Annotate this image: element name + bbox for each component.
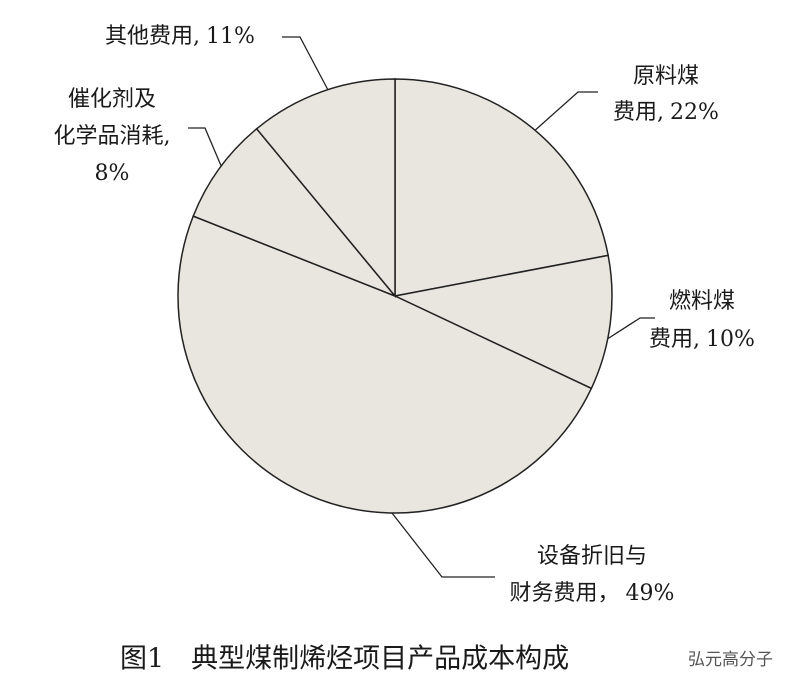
leader-line bbox=[597, 317, 655, 346]
pie-slice bbox=[255, 78, 396, 299]
label-line: 费用, bbox=[613, 100, 664, 125]
value-label: 8% bbox=[95, 161, 130, 186]
slice-label: 原料煤费用, 22% bbox=[613, 64, 719, 125]
value-label: 22% bbox=[670, 100, 719, 125]
slice-label: 设备折旧与财务费用， 49% bbox=[510, 544, 675, 606]
slice-label: 燃料煤费用, 10% bbox=[649, 289, 755, 352]
chart-title: 图1 典型煤制烯烃项目产品成本构成 bbox=[120, 644, 569, 675]
value-label: 11% bbox=[206, 24, 255, 49]
leader-lines bbox=[188, 36, 655, 578]
leader-line bbox=[282, 36, 329, 91]
pie-slice bbox=[177, 215, 593, 514]
leader-line bbox=[188, 127, 223, 169]
leader-line bbox=[391, 512, 495, 578]
value-label: 10% bbox=[706, 327, 755, 352]
label-line: 其他费用, bbox=[105, 24, 200, 49]
label-line: 燃料煤 bbox=[669, 289, 735, 314]
label-line: 原料煤 bbox=[633, 64, 699, 89]
label-line: 设备折旧与 bbox=[537, 544, 647, 569]
slice-label: 其他费用, 11% bbox=[105, 24, 255, 49]
label-line: 费用, bbox=[649, 327, 700, 352]
label-line: 催化剂及 bbox=[68, 87, 156, 112]
watermark: 弘元高分子 bbox=[688, 650, 773, 670]
leader-line bbox=[531, 91, 598, 134]
label-line: 化学品消耗, bbox=[54, 124, 171, 149]
slice-label: 催化剂及化学品消耗, 8% bbox=[54, 87, 171, 186]
pie-slice bbox=[392, 254, 613, 390]
pie-slice bbox=[192, 127, 396, 297]
pie-slice bbox=[394, 78, 610, 297]
label-line: 财务费用， bbox=[510, 581, 620, 606]
value-label: 49% bbox=[626, 581, 675, 606]
